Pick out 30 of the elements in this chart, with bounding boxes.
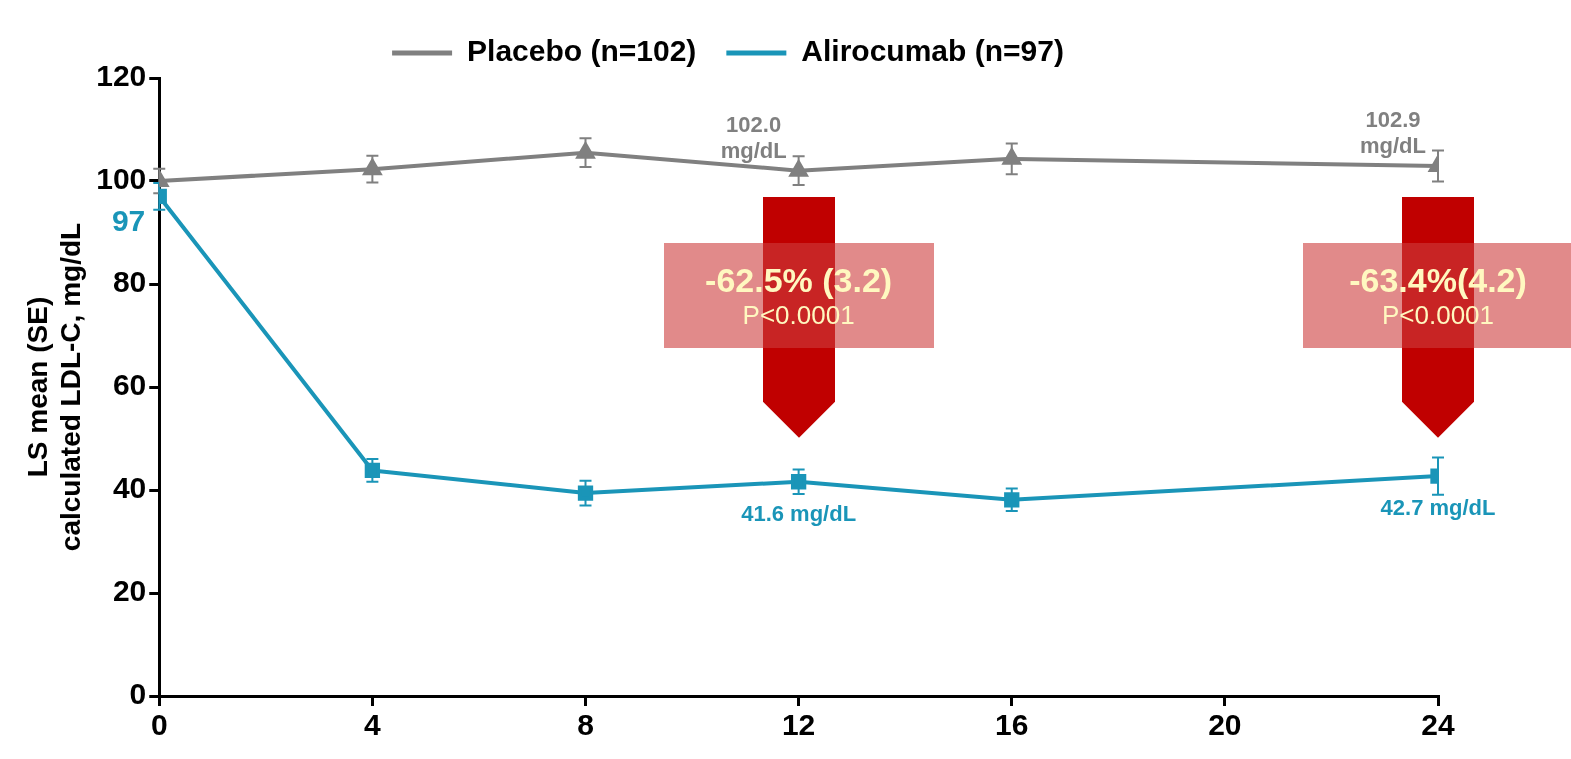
point xyxy=(1002,148,1021,165)
annotation: 41.6 mg/dL xyxy=(741,500,857,526)
x-tick-label: 12 xyxy=(781,708,816,742)
point xyxy=(1004,492,1020,508)
point xyxy=(790,474,807,490)
y-tick-label: 80 xyxy=(112,265,147,299)
y-axis-title: LS mean (SE) calculated LDL-C, mg/dL xyxy=(21,222,87,552)
annotation: 102.9 mg/dL xyxy=(1360,107,1426,159)
x-tick-label: 24 xyxy=(1421,708,1455,742)
annotation: 102.0 mg/dL xyxy=(720,111,787,163)
y-tick-label: 20 xyxy=(112,574,147,608)
point xyxy=(577,485,594,501)
x-tick-label: 20 xyxy=(1208,708,1242,742)
annotation: 97 xyxy=(111,203,146,237)
y-tick-label: 40 xyxy=(112,471,147,505)
y-tick-label: 60 xyxy=(112,368,147,402)
point xyxy=(789,160,808,177)
annotation: 42.7 mg/dL xyxy=(1380,495,1496,521)
point xyxy=(576,142,595,159)
x-tick-label: 0 xyxy=(150,708,168,742)
y-tick-label: 0 xyxy=(129,677,147,711)
y-tick-label: 100 xyxy=(96,162,147,196)
legend-label: Alirocumab (n=97) xyxy=(801,34,1064,68)
legend-label: Placebo (n=102) xyxy=(467,34,697,68)
x-tick-label: 4 xyxy=(364,708,382,742)
annotation: P<0.0001 xyxy=(741,299,856,331)
x-tick-label: 16 xyxy=(995,708,1029,742)
annotation: P<0.0001 xyxy=(1380,299,1496,331)
x-tick-label: 8 xyxy=(577,708,594,742)
y-tick-label: 120 xyxy=(96,59,147,93)
